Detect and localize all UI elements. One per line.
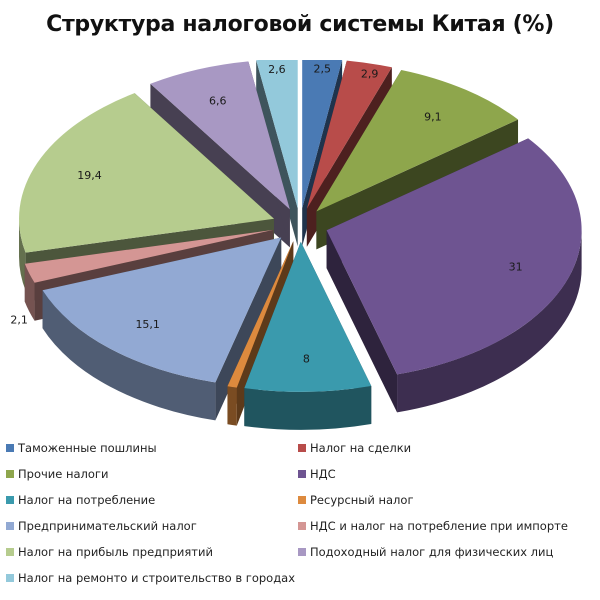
data-label: 2,5 xyxy=(313,63,331,76)
pie-slice xyxy=(244,241,372,430)
legend-item: Ресурсный налог xyxy=(298,492,596,507)
legend-swatch-icon xyxy=(6,573,14,582)
legend-item: Налог на сделки xyxy=(298,440,596,455)
data-label: 19,4 xyxy=(77,169,102,182)
data-label: 2,9 xyxy=(361,67,379,80)
legend-label: Предпринимательский налог xyxy=(18,518,197,533)
pie-slice xyxy=(256,60,298,247)
legend-item: Предпринимательский налог xyxy=(6,518,298,533)
legend-item: Налог на прибыль предприятий xyxy=(6,544,298,559)
chart-title: Структура налоговой системы Китая (%) xyxy=(46,12,554,37)
data-label: 6,6 xyxy=(209,94,227,107)
legend-swatch-icon xyxy=(6,521,14,530)
data-label: 2,1 xyxy=(10,313,28,326)
legend-label: Ресурсный налог xyxy=(310,492,414,507)
legend-item: Подоходный налог для физических лиц xyxy=(298,544,596,559)
legend-swatch-icon xyxy=(6,547,14,556)
legend-label: Налог на ремонто и строительство в город… xyxy=(18,570,295,585)
legend-swatch-icon xyxy=(298,547,306,556)
legend-label: Налог на потребление xyxy=(18,492,156,507)
legend-label: Налог на сделки xyxy=(310,440,412,455)
legend-label: Таможенные пошлины xyxy=(18,440,157,455)
legend-label: НДС и налог на потребление при импорте xyxy=(310,518,568,533)
legend-swatch-icon xyxy=(298,495,306,504)
legend-swatch-icon xyxy=(298,521,306,530)
legend-item: Таможенные пошлины xyxy=(6,440,298,455)
legend-item: Налог на потребление xyxy=(6,492,298,507)
pie-slice xyxy=(42,237,282,421)
pie-chart: 2,52,99,13180,615,12,119,46,62,6 xyxy=(10,60,582,430)
legend-item: Налог на ремонто и строительство в город… xyxy=(6,570,298,585)
data-label: 9,1 xyxy=(424,111,442,124)
legend-swatch-icon xyxy=(298,469,306,478)
legend-item: НДС xyxy=(298,466,596,481)
data-label: 8 xyxy=(303,353,310,366)
legend-label: Подоходный налог для физических лиц xyxy=(310,544,554,559)
chart-legend: Таможенные пошлины Налог на сделки Прочи… xyxy=(6,440,596,585)
data-label: 31 xyxy=(509,261,523,274)
legend-item: Прочие налоги xyxy=(6,466,298,481)
legend-swatch-icon xyxy=(6,495,14,504)
pie-slice xyxy=(326,138,582,413)
legend-swatch-icon xyxy=(6,469,14,478)
data-label: 15,1 xyxy=(135,318,160,331)
legend-label: НДС xyxy=(310,466,336,481)
legend-item: НДС и налог на потребление при импорте xyxy=(298,518,596,533)
legend-label: Прочие налоги xyxy=(18,466,109,481)
legend-swatch-icon xyxy=(298,443,306,452)
legend-swatch-icon xyxy=(6,443,14,452)
legend-label: Налог на прибыль предприятий xyxy=(18,544,213,559)
data-label: 2,6 xyxy=(268,63,286,76)
